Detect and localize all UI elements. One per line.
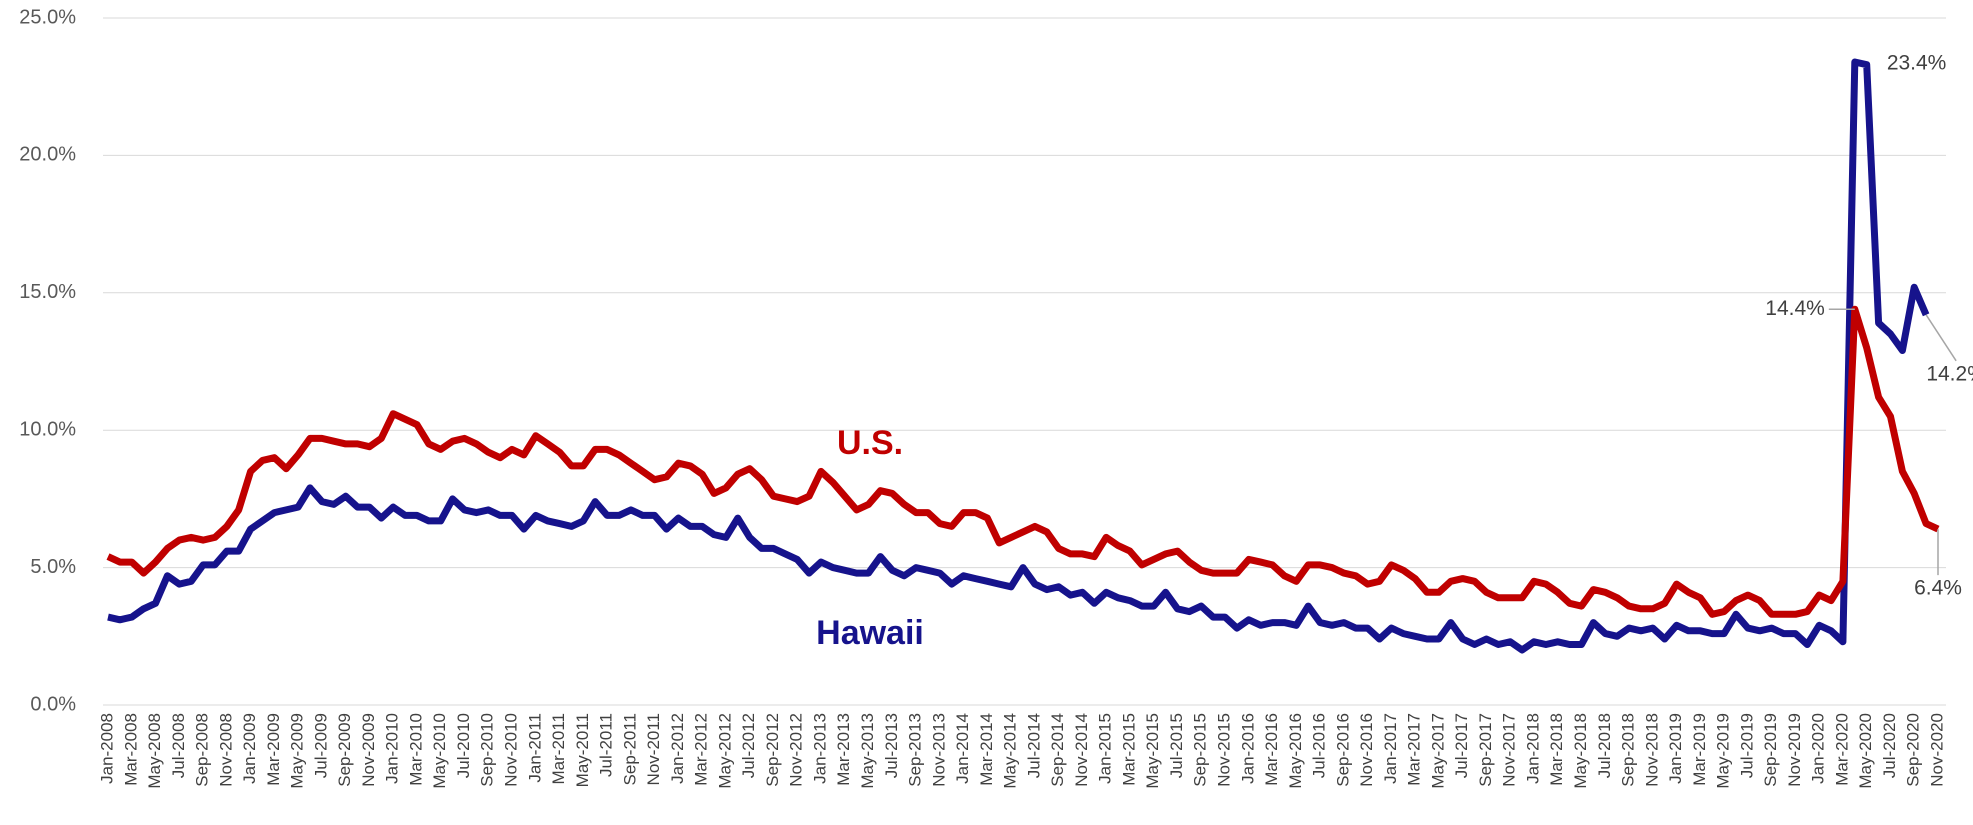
x-tick-label: Jan-2016 <box>1238 713 1257 784</box>
x-tick-label: Jul-2017 <box>1452 713 1471 778</box>
x-tick-label: Nov-2018 <box>1642 713 1661 787</box>
y-tick-label: 20.0% <box>19 144 76 166</box>
x-tick-label: Sep-2017 <box>1476 713 1495 787</box>
x-tick-label: Mar-2019 <box>1690 713 1709 786</box>
x-tick-label: Jan-2014 <box>953 713 972 784</box>
x-tick-label: Mar-2012 <box>692 713 711 786</box>
x-tick-label: May-2009 <box>288 713 307 789</box>
x-tick-label: Nov-2019 <box>1785 713 1804 787</box>
x-tick-label: Jul-2020 <box>1880 713 1899 778</box>
x-tick-label: Mar-2009 <box>264 713 283 786</box>
x-tick-label: Mar-2011 <box>549 713 568 785</box>
x-tick-label: May-2016 <box>1286 713 1305 789</box>
x-tick-label: May-2008 <box>145 713 164 789</box>
x-tick-label: Nov-2009 <box>359 713 378 787</box>
x-tick-label: Sep-2010 <box>478 713 497 787</box>
x-tick-label: Nov-2020 <box>1927 713 1946 787</box>
x-tick-label: Nov-2012 <box>787 713 806 787</box>
x-tick-label: Nov-2017 <box>1500 713 1519 787</box>
x-tick-label: Jul-2011 <box>597 713 616 777</box>
x-tick-label: Jul-2008 <box>169 713 188 778</box>
x-tick-label: Jan-2008 <box>97 713 116 784</box>
x-tick-label: Sep-2015 <box>1191 713 1210 787</box>
x-tick-label: Sep-2016 <box>1333 713 1352 787</box>
data-label: 14.4% <box>1765 297 1825 320</box>
series-label: Hawaii <box>816 614 924 652</box>
x-tick-label: May-2014 <box>1001 713 1020 789</box>
x-tick-label: Jan-2013 <box>810 713 829 784</box>
x-tick-label: Sep-2020 <box>1904 713 1923 787</box>
x-tick-label: Sep-2009 <box>335 713 354 787</box>
x-tick-label: Jan-2019 <box>1666 713 1685 784</box>
x-tick-label: Nov-2011 <box>644 713 663 785</box>
x-tick-label: May-2013 <box>858 713 877 789</box>
x-tick-label: Mar-2014 <box>977 713 996 786</box>
x-tick-label: Nov-2014 <box>1072 713 1091 787</box>
x-tick-label: Jul-2019 <box>1737 713 1756 778</box>
x-tick-label: Sep-2012 <box>763 713 782 787</box>
x-tick-label: Jan-2010 <box>383 713 402 784</box>
x-tick-label: Mar-2013 <box>834 713 853 786</box>
x-tick-label: Nov-2013 <box>929 713 948 787</box>
x-tick-label: Jul-2010 <box>454 713 473 778</box>
x-tick-label: May-2012 <box>715 713 734 789</box>
data-label: 6.4% <box>1914 577 1962 600</box>
data-label: 23.4% <box>1887 52 1947 75</box>
series-label: U.S. <box>837 424 903 462</box>
x-tick-label: Mar-2015 <box>1119 713 1138 786</box>
x-tick-label: Jul-2009 <box>311 713 330 778</box>
x-tick-label: Jan-2018 <box>1523 713 1542 784</box>
x-tick-label: Mar-2016 <box>1262 713 1281 786</box>
x-tick-label: Nov-2008 <box>216 713 235 787</box>
x-tick-label: Jul-2018 <box>1595 713 1614 778</box>
series-line <box>106 305 1940 618</box>
series-line <box>107 58 1930 654</box>
x-tick-label: Jan-2015 <box>1096 713 1115 784</box>
x-tick-label: Jan-2011 <box>525 713 544 783</box>
x-tick-label: Jan-2020 <box>1809 713 1828 784</box>
x-tick-label: May-2011 <box>573 713 592 787</box>
x-tick-label: Jan-2017 <box>1381 713 1400 784</box>
x-tick-label: Mar-2008 <box>121 713 140 786</box>
y-tick-label: 0.0% <box>30 693 76 715</box>
data-label: 14.2% <box>1926 362 1973 385</box>
x-tick-label: Sep-2008 <box>193 713 212 787</box>
x-tick-label: Mar-2010 <box>406 713 425 786</box>
leader-line <box>1925 314 1957 362</box>
x-tick-label: Jul-2014 <box>1024 713 1043 778</box>
x-tick-label: May-2020 <box>1856 713 1875 789</box>
x-tick-label: Jul-2013 <box>882 713 901 778</box>
x-tick-label: Jan-2012 <box>668 713 687 784</box>
y-tick-label: 10.0% <box>19 418 76 440</box>
x-tick-label: May-2018 <box>1571 713 1590 789</box>
x-tick-label: Sep-2013 <box>906 713 925 787</box>
x-tick-label: Nov-2016 <box>1357 713 1376 787</box>
x-tick-label: May-2010 <box>430 713 449 789</box>
x-tick-label: May-2017 <box>1428 713 1447 789</box>
y-tick-label: 25.0% <box>19 6 76 28</box>
x-tick-label: May-2019 <box>1714 713 1733 789</box>
x-tick-label: Jan-2009 <box>240 713 259 784</box>
x-tick-label: Jul-2016 <box>1310 713 1329 778</box>
x-tick-label: Jul-2012 <box>739 713 758 778</box>
y-tick-label: 15.0% <box>19 281 76 303</box>
x-tick-label: Sep-2011 <box>620 713 639 785</box>
x-tick-label: Sep-2018 <box>1619 713 1638 787</box>
x-tick-label: Mar-2020 <box>1832 713 1851 786</box>
x-tick-label: May-2015 <box>1143 713 1162 789</box>
x-tick-label: Mar-2017 <box>1405 713 1424 786</box>
y-tick-label: 5.0% <box>30 556 76 578</box>
x-tick-label: Sep-2019 <box>1761 713 1780 787</box>
x-tick-label: Nov-2015 <box>1214 713 1233 787</box>
x-tick-label: Nov-2010 <box>502 713 521 787</box>
x-tick-label: Mar-2018 <box>1547 713 1566 786</box>
x-tick-label: Jul-2015 <box>1167 713 1186 778</box>
x-tick-label: Sep-2014 <box>1048 713 1067 787</box>
